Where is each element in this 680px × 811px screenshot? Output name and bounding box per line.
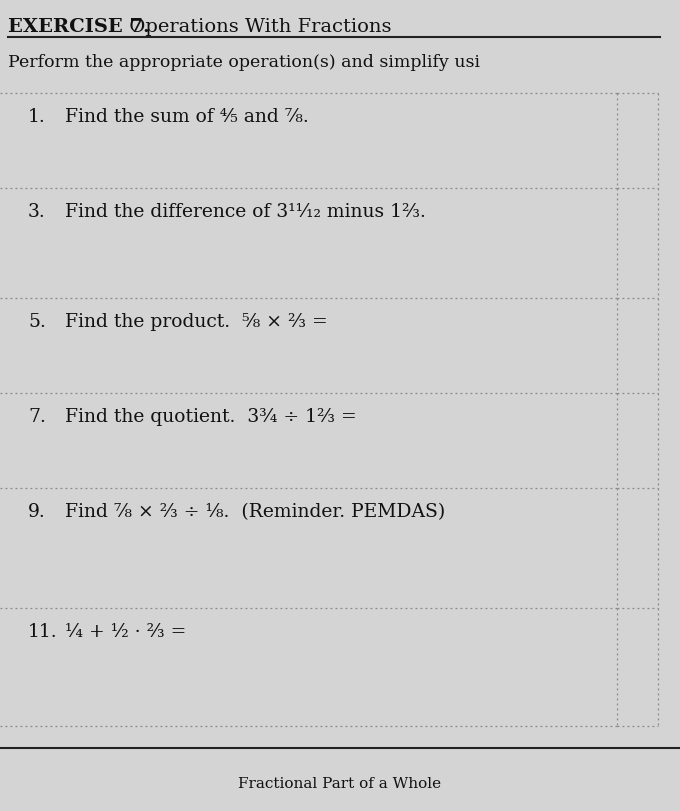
Text: Perform the appropriate operation(s) and simplify usi: Perform the appropriate operation(s) and… xyxy=(8,54,480,71)
Text: 11.: 11. xyxy=(28,622,58,640)
Text: 9.: 9. xyxy=(28,502,46,521)
Text: 5.: 5. xyxy=(28,312,46,331)
Text: Find the sum of ⁴⁄₅ and ⁷⁄₈.: Find the sum of ⁴⁄₅ and ⁷⁄₈. xyxy=(65,108,309,126)
Text: Fractional Part of a Whole: Fractional Part of a Whole xyxy=(239,776,441,790)
Text: Find ⁷⁄₈ × ²⁄₃ ÷ ¹⁄₈.  (Reminder. PEMDAS): Find ⁷⁄₈ × ²⁄₃ ÷ ¹⁄₈. (Reminder. PEMDAS) xyxy=(65,502,445,521)
Text: 3.: 3. xyxy=(28,203,46,221)
Text: Operations With Fractions: Operations With Fractions xyxy=(123,18,392,36)
Text: 1.: 1. xyxy=(28,108,46,126)
Text: Find the difference of 3¹¹⁄₁₂ minus 1²⁄₃.: Find the difference of 3¹¹⁄₁₂ minus 1²⁄₃… xyxy=(65,203,426,221)
Text: ¹⁄₄ + ¹⁄₂ · ²⁄₃ =: ¹⁄₄ + ¹⁄₂ · ²⁄₃ = xyxy=(65,622,186,640)
Text: Find the product.  ⁵⁄₈ × ²⁄₃ =: Find the product. ⁵⁄₈ × ²⁄₃ = xyxy=(65,312,328,331)
Text: 7.: 7. xyxy=(28,407,46,426)
Text: Find the quotient.  3³⁄₄ ÷ 1²⁄₃ =: Find the quotient. 3³⁄₄ ÷ 1²⁄₃ = xyxy=(65,407,357,426)
Text: EXERCISE 7.: EXERCISE 7. xyxy=(8,18,150,36)
